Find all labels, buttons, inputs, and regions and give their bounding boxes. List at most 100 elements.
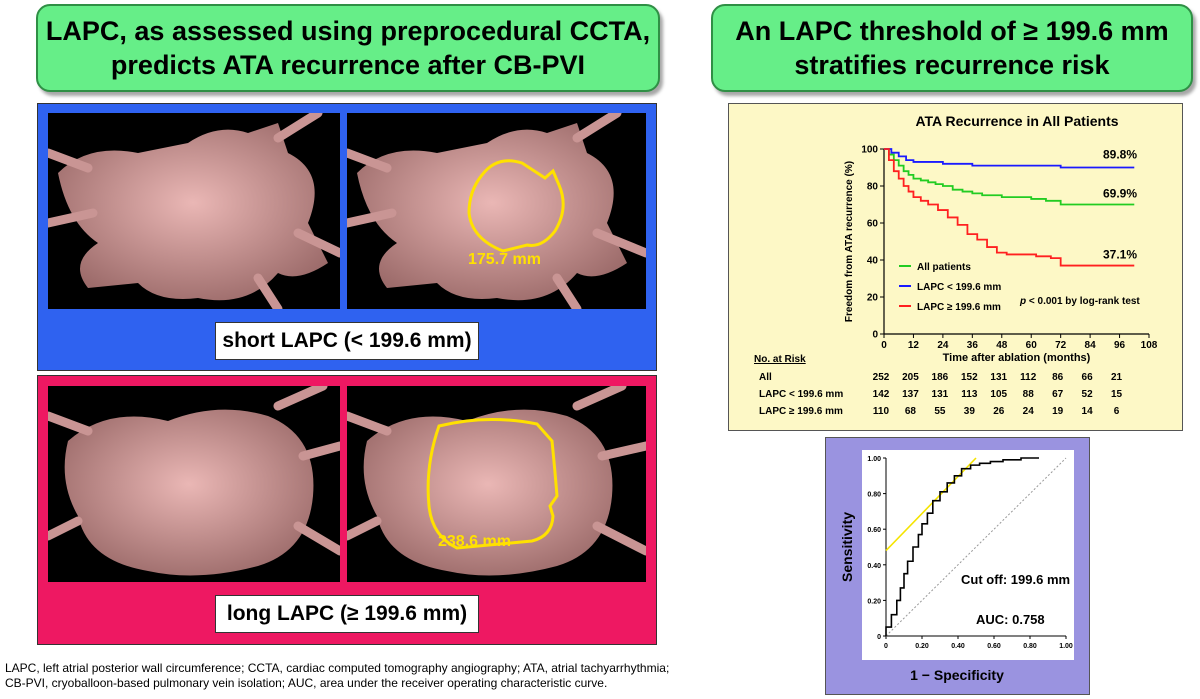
roc-chart-box: 0 0.20 0.40 0.60 0.80 1.00 0 0.20 0.40 0.60 0.80 1.… xyxy=(825,437,1090,695)
km-risk-value: 39 xyxy=(964,406,976,417)
km-risk-value: 113 xyxy=(961,389,978,400)
km-y-tick-label: 100 xyxy=(861,145,878,156)
roc-y-tick-label: 0.80 xyxy=(867,492,881,499)
km-y-tick-label: 20 xyxy=(867,293,879,304)
km-risk-value: 19 xyxy=(1052,406,1064,417)
roc-x-tick-label: 0.20 xyxy=(915,643,929,650)
roc-auc-annotation: AUC: 0.758 xyxy=(976,612,1045,627)
km-y-tick-label: 60 xyxy=(867,219,879,230)
km-series-line xyxy=(884,148,1135,169)
km-chart: ATA Recurrence in All Patients0204060801… xyxy=(754,113,1158,417)
ct-image-short-left xyxy=(48,113,340,309)
km-series-line xyxy=(884,148,1135,267)
km-risk-value: 105 xyxy=(990,389,1007,400)
km-legend-label: LAPC ≥ 199.6 mm xyxy=(917,302,1001,313)
km-x-tick-label: 84 xyxy=(1085,340,1097,351)
km-y-tick-label: 40 xyxy=(867,256,879,267)
km-title: ATA Recurrence in All Patients xyxy=(915,113,1118,129)
long-lapc-panel: 238.6 mm long LAPC (≥ 199.6 mm) xyxy=(37,375,657,645)
km-chart-box: ATA Recurrence in All Patients 0 20 40 60 80 1… xyxy=(728,103,1183,431)
km-risk-value: 131 xyxy=(990,372,1007,383)
km-x-tick-label: 96 xyxy=(1114,340,1126,351)
roc-cutoff-annotation: Cut off: 199.6 mm xyxy=(961,572,1070,587)
km-risk-value: 112 xyxy=(1020,372,1037,383)
km-x-tick-label: 12 xyxy=(908,340,920,351)
left-title: LAPC, as assessed using preprocedural CC… xyxy=(36,4,660,92)
km-risk-row-label: All xyxy=(759,372,772,383)
short-lapc-label: short LAPC (< 199.6 mm) xyxy=(215,322,479,360)
km-pvalue-annotation: p < 0.001 by log-rank test xyxy=(1019,296,1140,307)
roc-x-tick-label: 0.40 xyxy=(951,643,965,650)
footnote-line1: LAPC, left atrial posterior wall circumf… xyxy=(5,661,670,675)
roc-y-tick-label: 0.60 xyxy=(867,527,881,534)
roc-y-tick-label: 0.40 xyxy=(867,563,881,570)
km-end-label: 37.1% xyxy=(1103,248,1137,262)
short-measurement: 175.7 mm xyxy=(468,251,541,268)
roc-x-tick-label: 1.00 xyxy=(1059,643,1073,650)
km-x-tick-label: 24 xyxy=(937,340,949,351)
roc-y-tick-label: 0.20 xyxy=(867,598,881,605)
km-risk-value: 131 xyxy=(932,389,949,400)
km-end-label: 69.9% xyxy=(1103,187,1137,201)
km-risk-value: 142 xyxy=(873,389,890,400)
ct-image-short-right xyxy=(347,113,646,309)
km-risk-value: 110 xyxy=(873,406,890,417)
km-x-tick-label: 60 xyxy=(1026,340,1038,351)
left-title-line1: LAPC, as assessed using preprocedural CC… xyxy=(45,16,651,46)
km-risk-row-label: LAPC < 199.6 mm xyxy=(759,389,843,400)
km-end-label: 89.8% xyxy=(1103,148,1137,162)
long-measurement: 238.6 mm xyxy=(438,533,511,550)
km-y-tick-label: 0 xyxy=(872,330,878,341)
ct-image-long-right xyxy=(347,386,646,582)
lapc-outline-long xyxy=(426,418,559,550)
km-x-tick-label: 72 xyxy=(1055,340,1067,351)
long-lapc-label: long LAPC (≥ 199.6 mm) xyxy=(215,595,479,633)
roc-curve xyxy=(885,457,1039,636)
km-risk-value: 252 xyxy=(873,372,890,383)
km-x-axis-label: Time after ablation (months) xyxy=(943,352,1091,364)
right-title: An LAPC threshold of ≥ 199.6 mm stratifi… xyxy=(711,4,1193,92)
km-risk-value: 152 xyxy=(961,372,978,383)
roc-y-axis-label: Sensitivity xyxy=(839,512,855,582)
roc-y-tick-label: 0 xyxy=(877,634,881,641)
right-title-line2: stratifies recurrence risk xyxy=(794,50,1110,80)
footnote-line2: CB-PVI, cryoballoon-based pulmonary vein… xyxy=(5,676,608,690)
km-risk-value: 55 xyxy=(934,406,946,417)
km-risk-value: 186 xyxy=(932,372,949,383)
km-risk-value: 14 xyxy=(1082,406,1094,417)
km-risk-value: 205 xyxy=(902,372,919,383)
km-x-tick-label: 0 xyxy=(881,340,887,351)
km-risk-value: 66 xyxy=(1082,372,1094,383)
km-y-axis-label: Freedom from ATA recurrence (%) xyxy=(844,161,855,322)
lapc-outline-short xyxy=(467,159,565,253)
km-risk-value: 67 xyxy=(1052,389,1064,400)
roc-plot-background xyxy=(862,450,1074,660)
short-lapc-panel: 175.7 mm short LAPC (< 199.6 mm) xyxy=(37,103,657,371)
km-risk-value: 21 xyxy=(1111,372,1123,383)
km-risk-value: 26 xyxy=(993,406,1005,417)
km-legend-label: LAPC < 199.6 mm xyxy=(917,282,1001,293)
km-x-tick-label: 108 xyxy=(1141,340,1158,351)
km-x-tick-label: 36 xyxy=(967,340,979,351)
right-title-line1: An LAPC threshold of ≥ 199.6 mm xyxy=(735,16,1169,46)
km-x-tick-label: 48 xyxy=(996,340,1008,351)
km-risk-value: 52 xyxy=(1082,389,1094,400)
ct-image-long-left xyxy=(48,386,340,582)
km-legend-label: All patients xyxy=(917,262,971,273)
km-risk-value: 6 xyxy=(1114,406,1120,417)
km-risk-value: 88 xyxy=(1023,389,1035,400)
roc-x-tick-label: 0.60 xyxy=(987,643,1001,650)
km-risk-value: 137 xyxy=(902,389,919,400)
km-risk-value: 68 xyxy=(905,406,917,417)
km-risk-value: 86 xyxy=(1052,372,1064,383)
km-risk-header: No. at Risk xyxy=(754,354,806,365)
left-title-line2: predicts ATA recurrence after CB-PVI xyxy=(110,50,586,80)
footnote: LAPC, left atrial posterior wall circumf… xyxy=(5,661,825,691)
roc-x-axis-label: 1 − Specificity xyxy=(910,667,1004,683)
km-series-line xyxy=(884,148,1135,206)
roc-x-tick-label: 0.80 xyxy=(1023,643,1037,650)
roc-x-tick-label: 0 xyxy=(884,643,888,650)
km-risk-row-label: LAPC ≥ 199.6 mm xyxy=(759,406,843,417)
roc-y-tick-label: 1.00 xyxy=(867,456,881,463)
km-risk-value: 15 xyxy=(1111,389,1123,400)
